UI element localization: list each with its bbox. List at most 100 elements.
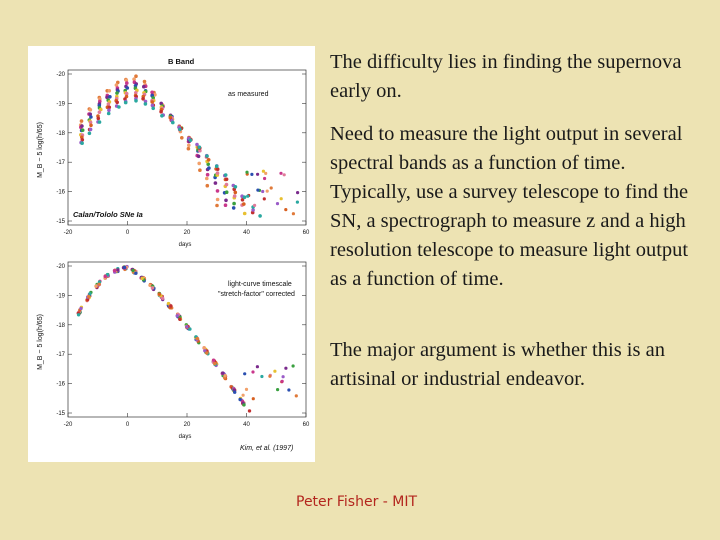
- bottom-annotation-1: light-curve timescale: [228, 281, 292, 288]
- bottom-data-point: [211, 358, 216, 362]
- x-tick-label: -20: [64, 230, 73, 236]
- top-data-point: [153, 92, 157, 97]
- top-data-point: [265, 189, 269, 193]
- top-data-point: [134, 99, 138, 103]
- top-data-point: [123, 100, 128, 105]
- top-data-point: [205, 154, 209, 158]
- top-data-point: [261, 189, 265, 194]
- bottom-annotation-2: "stretch-factor" corrected: [218, 291, 295, 298]
- top-panel-frame: [67, 69, 307, 226]
- top-data-point: [256, 172, 260, 176]
- top-xlabel: days: [179, 242, 192, 248]
- bottom-data-point: [255, 365, 259, 369]
- top-data-point: [253, 203, 257, 207]
- y-tick-label: -17: [56, 160, 65, 166]
- x-tick-label: -20: [64, 422, 73, 428]
- bottom-data-point: [251, 370, 255, 374]
- top-data-point: [141, 97, 145, 101]
- bottom-data-point: [157, 292, 162, 296]
- top-data-point: [105, 95, 109, 100]
- top-data-point: [80, 128, 85, 132]
- bottom-data-point: [150, 286, 155, 290]
- top-data-point: [224, 198, 228, 203]
- top-data-point: [197, 161, 201, 166]
- top-data-point: [214, 164, 219, 168]
- bottom-data-point: [94, 284, 98, 288]
- bottom-data-point: [244, 387, 249, 391]
- top-data-point: [186, 146, 191, 151]
- bottom-data-point: [276, 388, 280, 392]
- y-tick-label: -19: [56, 293, 65, 299]
- bottom-data-point: [188, 327, 192, 331]
- bottom-data-point: [76, 313, 81, 317]
- top-ylabel: M_B − 5 log(h/65): [37, 122, 44, 178]
- top-panel: -20 -19 -18 -17 -16 -15 -20 0 20 40 60 as measure…: [37, 69, 310, 248]
- top-data-point: [197, 145, 202, 149]
- top-data-point: [132, 77, 136, 81]
- top-data-point: [224, 190, 229, 194]
- bottom-data-point: [241, 393, 245, 397]
- bottom-data-point: [294, 394, 298, 398]
- top-data-point: [224, 177, 229, 182]
- top-data-point: [256, 188, 260, 192]
- top-data-point: [242, 211, 247, 216]
- bottom-data-point: [185, 325, 189, 329]
- top-data-point: [262, 197, 266, 201]
- top-data-point: [107, 108, 111, 112]
- top-data-point: [240, 198, 245, 202]
- top-data-point: [89, 115, 93, 119]
- top-data-point: [205, 172, 210, 177]
- x-tick-label: 0: [126, 422, 130, 428]
- top-data-point: [80, 138, 85, 142]
- bottom-data-point: [178, 317, 182, 321]
- bottom-data-point: [280, 379, 284, 383]
- bottom-data-point: [247, 409, 252, 413]
- bottom-data-point: [243, 372, 247, 376]
- y-tick-label: -16: [56, 190, 65, 196]
- top-data-point: [282, 173, 286, 177]
- top-data-point: [142, 84, 146, 89]
- top-data-point: [232, 201, 236, 206]
- bottom-data-point: [281, 375, 285, 379]
- bottom-credit: Kim, et al. (1997): [240, 445, 293, 452]
- top-data-point: [99, 107, 103, 112]
- top-data-point: [215, 167, 220, 171]
- top-data-point: [108, 95, 112, 99]
- top-data-point: [150, 90, 154, 95]
- top-data-point: [89, 123, 93, 128]
- top-data-point: [258, 214, 262, 218]
- top-data-point: [124, 78, 129, 82]
- bottom-data-point: [213, 361, 217, 366]
- top-data-point: [264, 171, 268, 175]
- top-data-point: [180, 136, 184, 140]
- y-tick-label: -20: [56, 72, 65, 78]
- top-data-point: [269, 186, 273, 190]
- top-caption: Calan/Tololo SNe Ia: [73, 210, 143, 219]
- top-data-point: [142, 79, 147, 84]
- bottom-data-point: [169, 304, 173, 308]
- top-data-point: [187, 143, 191, 148]
- top-data-point: [106, 111, 111, 116]
- top-data-point: [233, 190, 238, 195]
- bottom-data-point: [88, 292, 92, 296]
- top-data-point: [159, 101, 163, 106]
- top-data-point: [115, 100, 119, 105]
- bottom-data-point: [284, 366, 288, 370]
- top-data-point: [206, 158, 211, 162]
- bottom-data-point: [251, 397, 255, 401]
- top-data-point: [232, 194, 237, 198]
- top-data-point: [115, 91, 119, 95]
- y-tick-label: -15: [56, 219, 65, 225]
- top-data-point: [233, 185, 238, 189]
- top-data-point: [150, 100, 154, 104]
- bottom-data-point: [268, 374, 272, 378]
- top-data-point: [125, 81, 129, 85]
- top-data-point: [106, 102, 111, 106]
- y-tick-label: -20: [56, 264, 65, 270]
- y-tick-label: -18: [56, 131, 65, 137]
- top-data-point: [88, 120, 93, 125]
- top-data-point: [124, 91, 129, 96]
- top-data-point: [231, 206, 236, 210]
- bottom-data-point: [195, 336, 199, 341]
- bottom-data-point: [221, 371, 225, 375]
